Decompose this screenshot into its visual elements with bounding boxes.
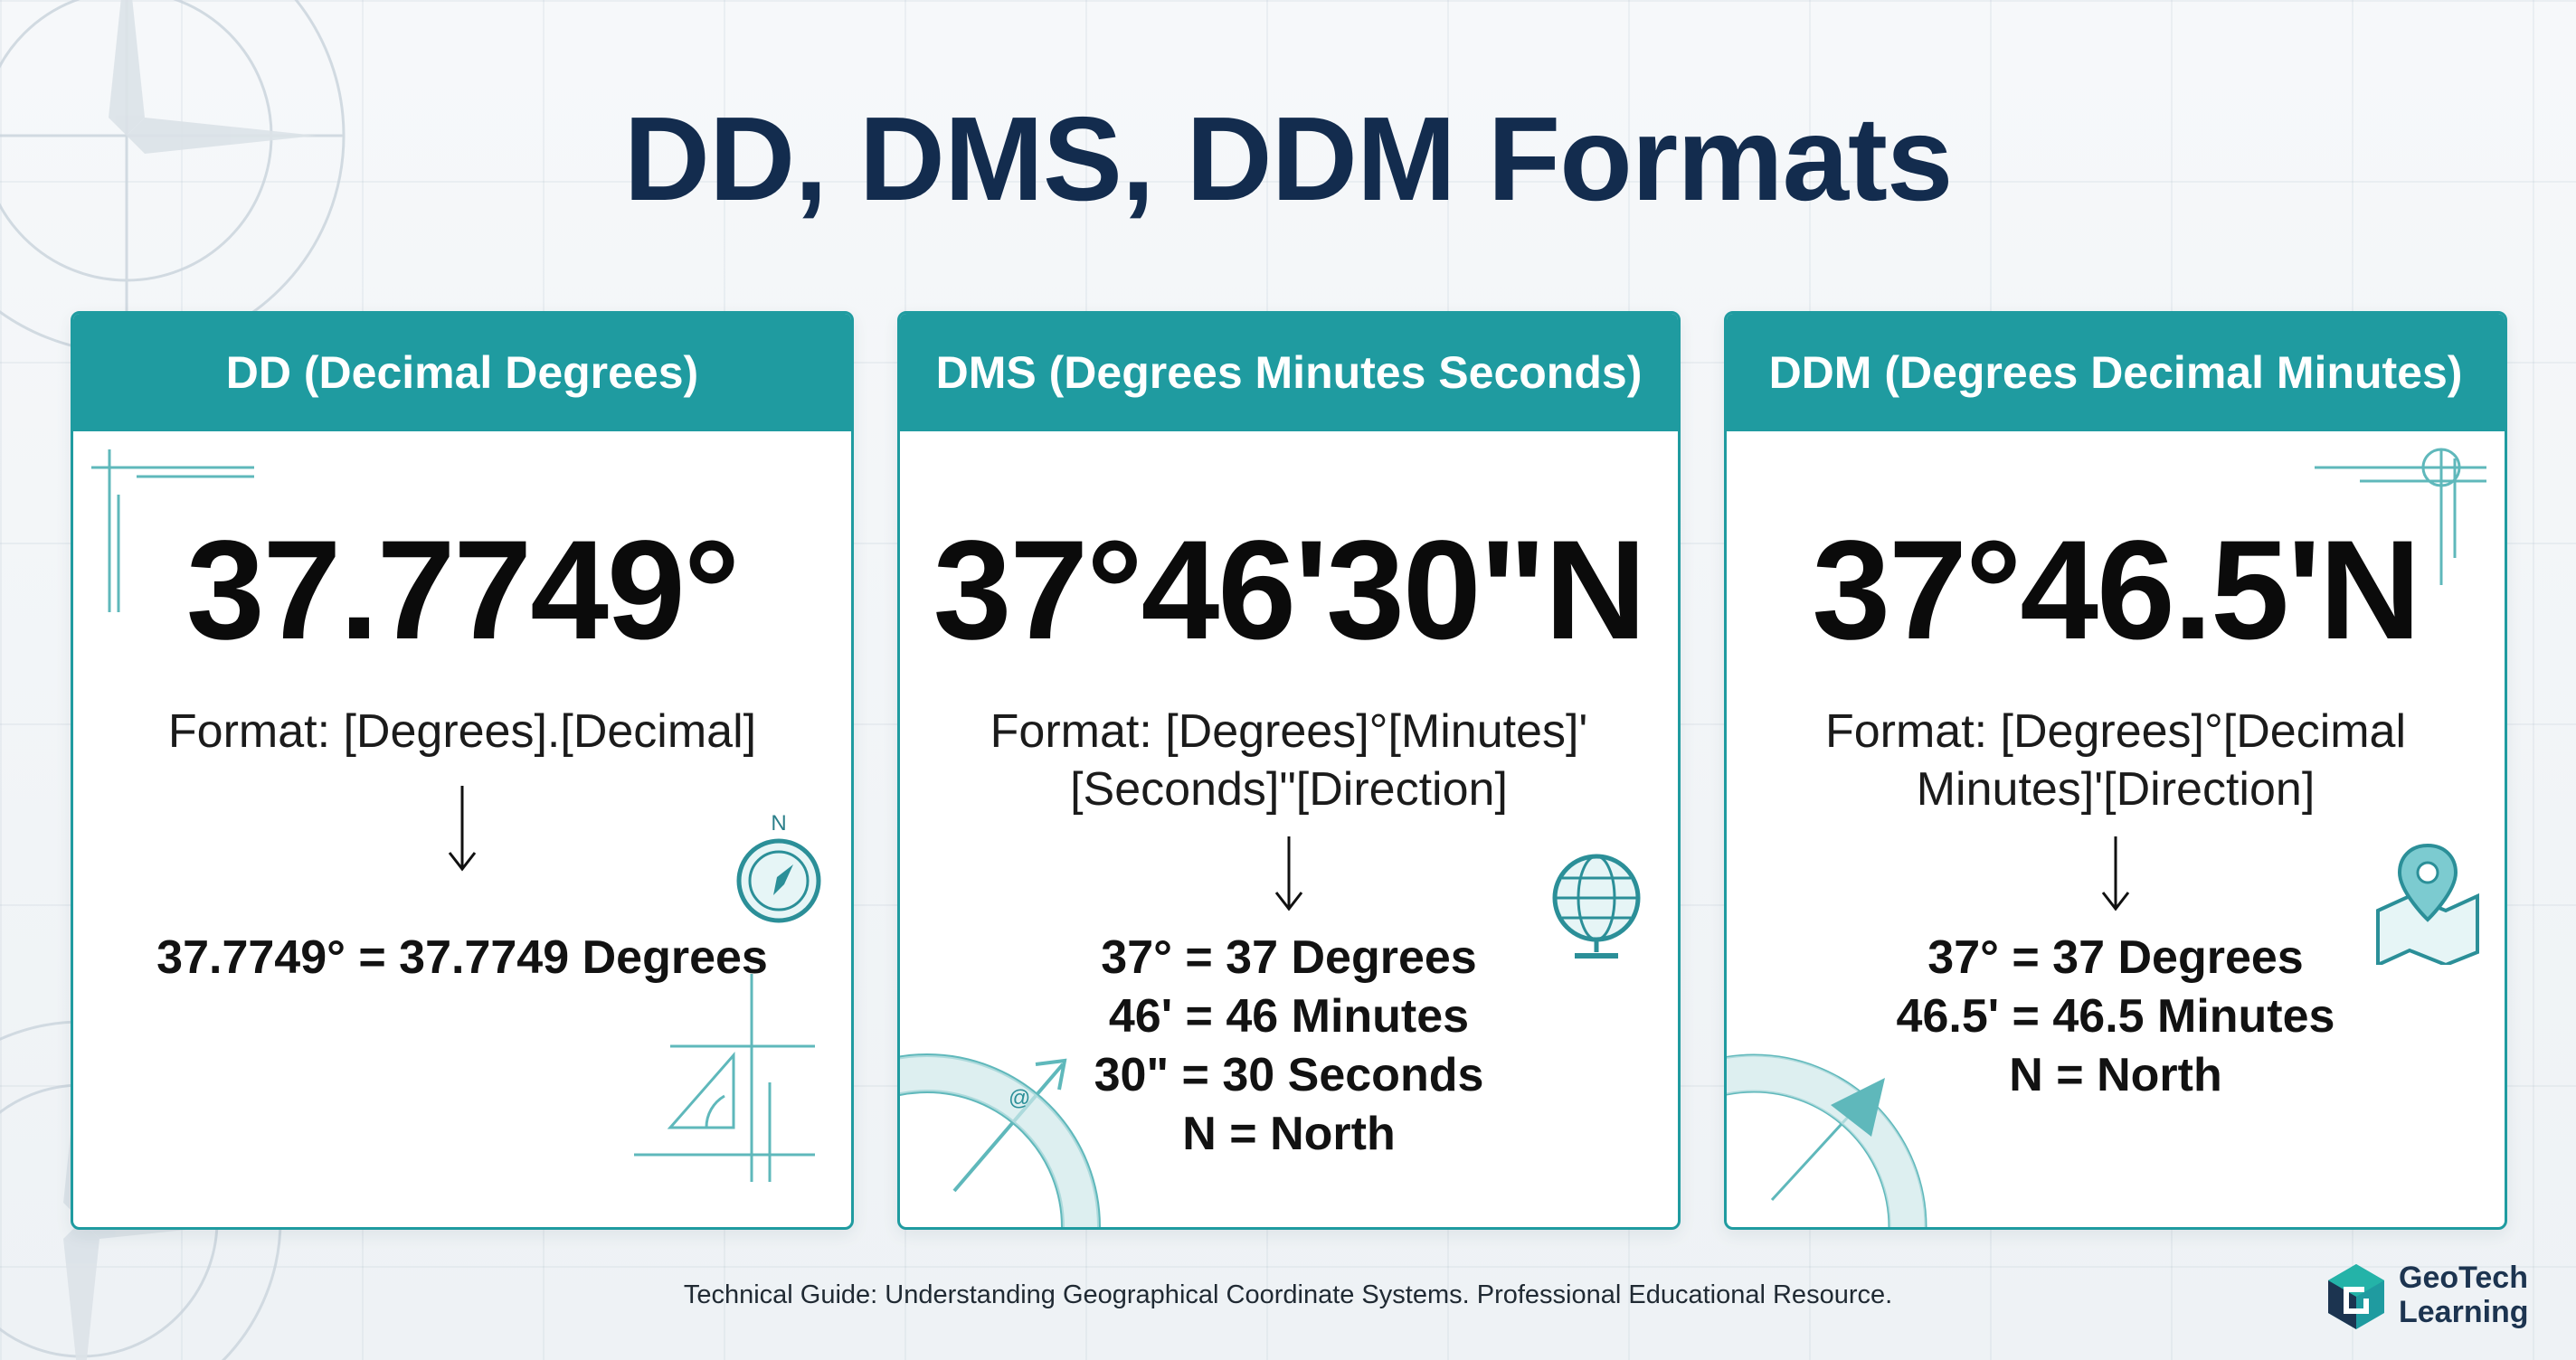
explanation: 37.7749° = 37.7749 Degrees xyxy=(91,929,833,987)
explanation-line: 46.5' = 46.5 Minutes xyxy=(1896,990,2335,1043)
explanation: 37° = 37 Degrees 46' = 46 Minutes 30" = … xyxy=(918,929,1660,1164)
ddm-value: 37°46.5'N xyxy=(1812,512,2420,669)
explanation-line: N = North xyxy=(2009,1049,2222,1101)
format-line: Format: [Degrees]°[Decimal xyxy=(1824,705,2407,758)
dd-value: 37.7749° xyxy=(185,512,740,669)
map-pin-icon xyxy=(2376,843,2479,965)
explanation-line: 30" = 30 Seconds xyxy=(1094,1049,1484,1101)
explanation-line: 37.7749° = 37.7749 Degrees xyxy=(156,931,768,984)
card-header: DDM (Degrees Decimal Minutes) xyxy=(1727,314,2505,431)
page-title: DD, DMS, DDM Formats xyxy=(623,92,1954,225)
explanation: 37° = 37 Degrees 46.5' = 46.5 Minutes N … xyxy=(1745,929,2486,1105)
card-header: DD (Decimal Degrees) xyxy=(73,314,851,431)
down-arrow-icon xyxy=(1274,836,1303,911)
down-arrow-icon xyxy=(2101,836,2130,911)
explanation-line: 37° = 37 Degrees xyxy=(1101,931,1477,984)
dms-value: 37°46'30"N xyxy=(933,512,1647,669)
ddm-format-card: DDM (Degrees Decimal Minutes) 37°46.5'N … xyxy=(1724,311,2507,1230)
format-line: Minutes]'[Direction] xyxy=(1916,763,2316,816)
format-description: Format: [Degrees]°[Minutes]' [Seconds]"[… xyxy=(936,703,1642,818)
compass-icon: N xyxy=(736,811,821,923)
explanation-line: 46' = 46 Minutes xyxy=(1108,990,1470,1043)
footer-text: Technical Guide: Understanding Geographi… xyxy=(683,1280,1893,1309)
globe-icon xyxy=(1552,854,1641,959)
format-line: [Seconds]"[Direction] xyxy=(1070,763,1508,816)
explanation-line: 37° = 37 Degrees xyxy=(1927,931,2304,984)
svg-text:N: N xyxy=(771,811,786,836)
format-line: Format: [Degrees]°[Minutes]' xyxy=(990,705,1588,758)
logo-line: GeoTech xyxy=(2399,1261,2528,1295)
geotech-logo: GeoTech Learning xyxy=(2325,1257,2533,1338)
dms-format-card: DMS (Degrees Minutes Seconds) @ 37°46'30… xyxy=(897,311,1681,1230)
card-header: DMS (Degrees Minutes Seconds) xyxy=(900,314,1678,431)
down-arrow-icon xyxy=(448,786,477,872)
logo-line: Learning xyxy=(2399,1295,2529,1329)
format-description: Format: [Degrees].[Decimal] xyxy=(109,703,815,760)
dd-format-card: DD (Decimal Degrees) N 37.7749° Format: … xyxy=(71,311,854,1230)
format-description: Format: [Degrees]°[Decimal Minutes]'[Dir… xyxy=(1763,703,2468,818)
format-line: Format: [Degrees].[Decimal] xyxy=(167,705,757,758)
explanation-line: N = North xyxy=(1182,1108,1396,1160)
logo-text: GeoTech Learning xyxy=(2399,1261,2529,1329)
logo-hexagon-icon xyxy=(2328,1264,2384,1329)
